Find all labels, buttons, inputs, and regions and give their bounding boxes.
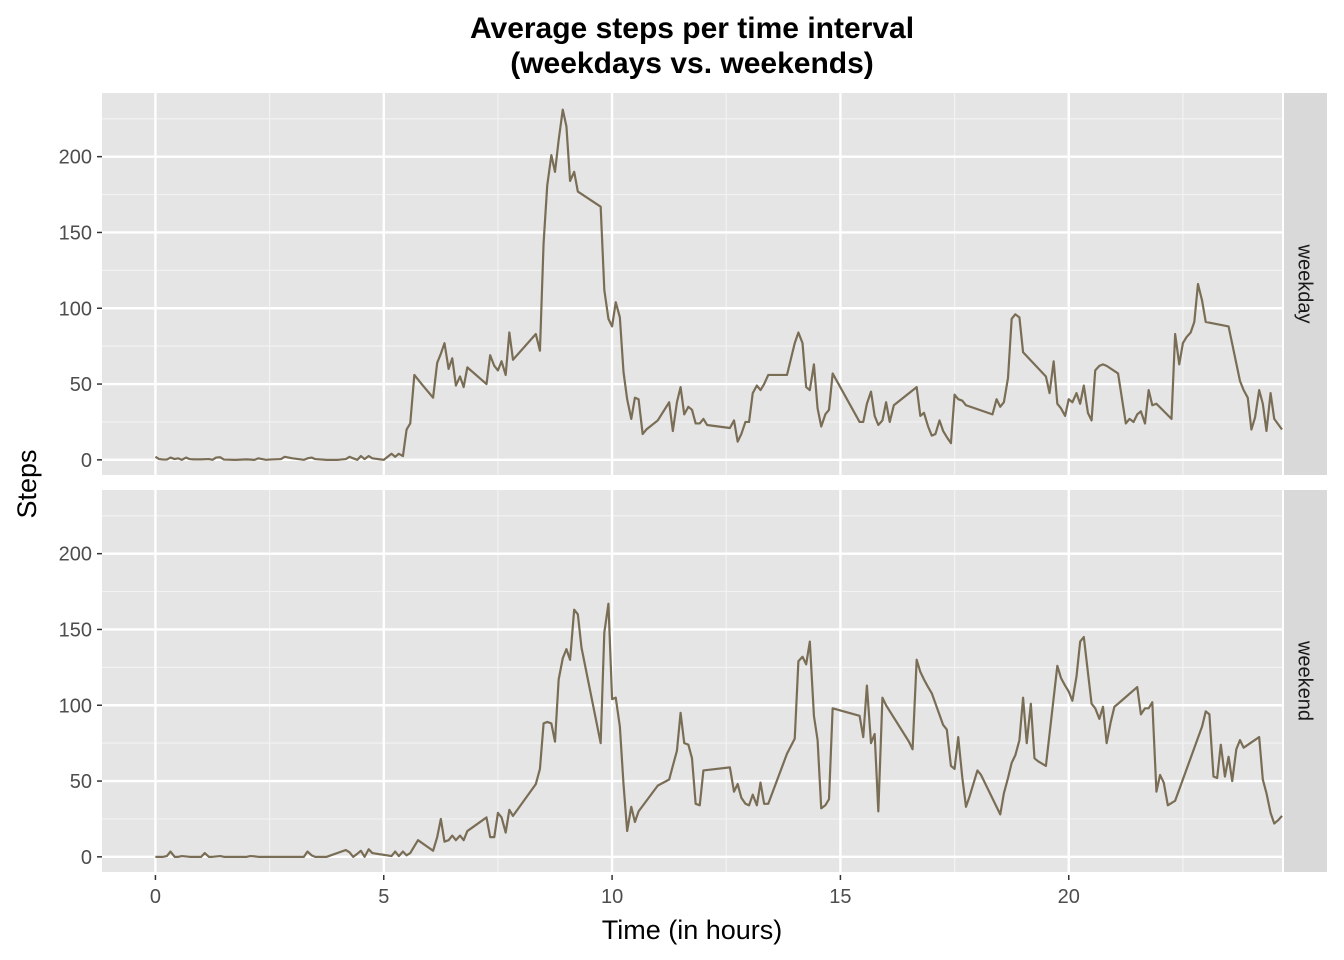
facet-strip <box>1284 93 1327 475</box>
y-tick-label: 0 <box>81 847 92 869</box>
x-tick-label: 20 <box>1058 886 1080 908</box>
x-tick-label: 10 <box>601 886 623 908</box>
facet-panel-weekday: 0 50 100 150 200 weekday <box>59 93 1327 475</box>
x-tick-label: 0 <box>150 886 161 908</box>
facet-panels: 0 50 100 150 200 weekday 0 50 100 150 200 weekend 0 5… <box>59 93 1327 908</box>
y-axis-title: Steps <box>12 449 42 518</box>
y-tick-label: 150 <box>59 222 92 244</box>
y-tick-label: 100 <box>59 298 92 320</box>
x-tick-label: 5 <box>378 886 389 908</box>
chart-title-line2: (weekdays vs. weekends) <box>510 47 874 80</box>
x-axis: 0 5 10 15 20 <box>150 875 1080 908</box>
facet-panel-weekend: 0 50 100 150 200 weekend <box>59 490 1327 872</box>
y-tick-label: 0 <box>81 450 92 472</box>
facet-strip-label: weekday <box>1294 244 1316 324</box>
panel-background <box>102 490 1282 872</box>
y-tick-label: 100 <box>59 695 92 717</box>
y-tick-label: 200 <box>59 147 92 169</box>
facet-strip-label: weekend <box>1294 640 1316 721</box>
y-tick-label: 200 <box>59 544 92 566</box>
series-line-weekday <box>154 108 1283 461</box>
y-tick-label: 50 <box>70 771 92 793</box>
y-tick-label: 50 <box>70 374 92 396</box>
facet-strip <box>1284 490 1327 872</box>
panel-background <box>102 93 1282 475</box>
x-tick-label: 15 <box>829 886 851 908</box>
series-line-weekend <box>155 602 1283 858</box>
y-tick-label: 150 <box>59 619 92 641</box>
x-axis-title: Time (in hours) <box>602 915 783 945</box>
chart-title-line1: Average steps per time interval <box>470 12 914 45</box>
